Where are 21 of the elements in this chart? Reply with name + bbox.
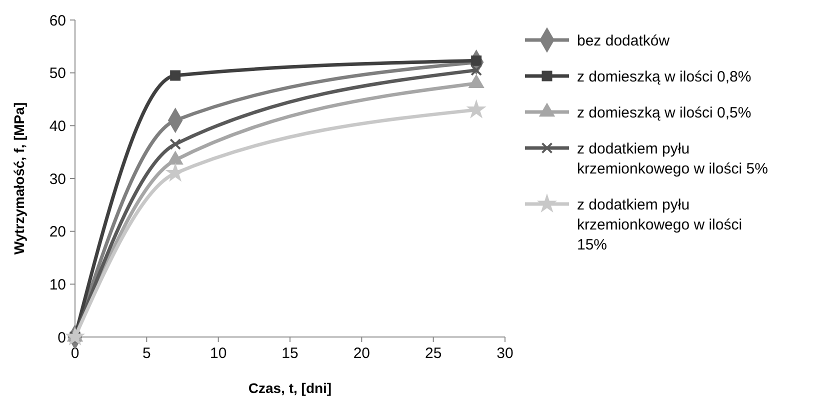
y-tick-label: 40: [49, 118, 66, 135]
y-tick-label: 60: [49, 12, 66, 30]
y-tick-label: 10: [49, 276, 66, 294]
y-axis-title: Wytrzymałość, f, [MPa]: [11, 102, 27, 255]
x-axis-title: Czas, t, [dni]: [248, 380, 332, 396]
x-tick-label: 15: [282, 345, 298, 362]
legend-label: bez dodatków: [577, 32, 670, 50]
x-tick-label: 20: [353, 345, 370, 362]
x-tick-label: 25: [424, 345, 442, 362]
x-tick-label: 30: [496, 345, 514, 362]
x-tick-label: 5: [142, 345, 151, 362]
y-tick-label: 20: [49, 224, 66, 241]
legend-label: z domieszką w ilości 0,5%: [577, 104, 752, 122]
legend-label: z domieszką w ilości 0,8%: [577, 68, 752, 86]
x-tick-label: 0: [70, 345, 80, 362]
legend-label: z dodatkiem pyłu krzemionkowego w ilości 15%: [577, 196, 742, 254]
y-tick-label: 50: [49, 65, 66, 82]
legend-label: z dodatkiem pyłu krzemionkowego w ilości 5%: [577, 140, 768, 178]
y-tick-label: 30: [49, 170, 66, 188]
x-tick-label: 10: [210, 345, 227, 362]
y-tick-label: 0: [58, 329, 66, 346]
